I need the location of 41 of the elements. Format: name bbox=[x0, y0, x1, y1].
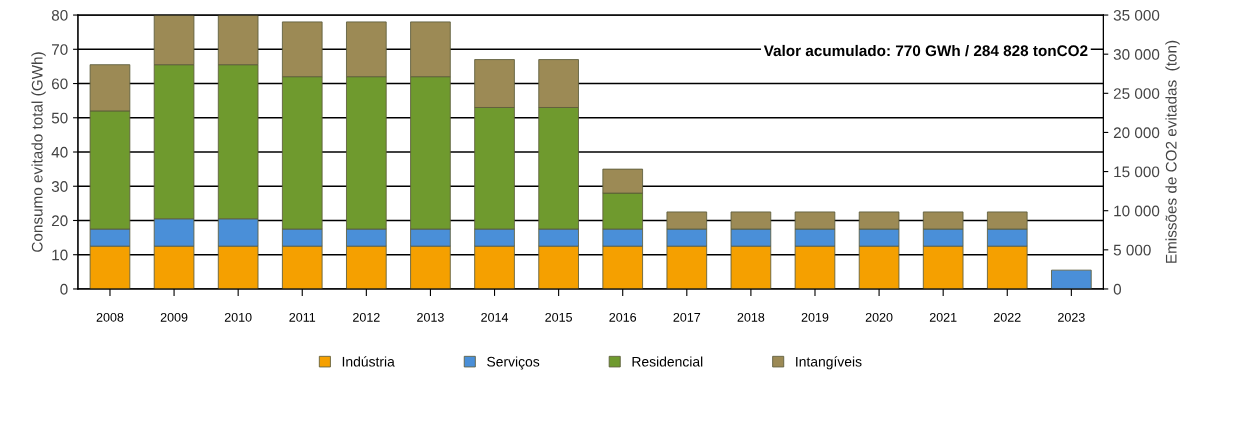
y-tick-label: 30 bbox=[51, 181, 68, 192]
y2-tick-label: 10 000 bbox=[1114, 205, 1160, 217]
x-tick-label: 2023 bbox=[1058, 312, 1085, 322]
x-tick-label: 2018 bbox=[737, 312, 765, 322]
legend-label: Intangíveis bbox=[796, 356, 862, 370]
y-tick-label: 50 bbox=[51, 112, 68, 124]
x-tick-label: 2022 bbox=[993, 312, 1021, 322]
annotation: Valor acumulado: 770 GWh / 284 828 tonCO2 bbox=[763, 44, 1088, 57]
x-tick-label: 2012 bbox=[353, 312, 380, 322]
y2-tick-label: 20 000 bbox=[1113, 127, 1160, 139]
x-tick-label: 2014 bbox=[481, 312, 509, 322]
x-tick-label: 2013 bbox=[417, 312, 444, 322]
y2-tick-label: 30 000 bbox=[1113, 49, 1160, 60]
x-tick-label: 2019 bbox=[801, 312, 829, 322]
bar bbox=[1051, 269, 1092, 289]
y-tick-label: 40 bbox=[51, 146, 68, 158]
legend-label: Serviços bbox=[487, 356, 540, 370]
y-tick-label: 0 bbox=[60, 283, 68, 295]
y-axis-title: Consumo evitado total (GWh) bbox=[31, 52, 46, 252]
y2-tick-label: 5 000 bbox=[1113, 244, 1151, 256]
x-tick-label: 2009 bbox=[160, 312, 188, 322]
legend-label: Indústria bbox=[342, 356, 395, 367]
x-tick-label: 2021 bbox=[929, 312, 957, 322]
y2-tick-label: 0 bbox=[1113, 283, 1122, 295]
x-tick-label: 2020 bbox=[865, 312, 893, 322]
y-tick-label: 80 bbox=[51, 9, 68, 21]
x-tick-label: 2017 bbox=[673, 312, 701, 322]
x-tick-label: 2016 bbox=[609, 312, 637, 322]
x-tick-label: 2015 bbox=[545, 312, 572, 322]
y-tick-label: 70 bbox=[52, 44, 68, 55]
x-tick-label: 2010 bbox=[224, 312, 252, 322]
x-tick-label: 2011 bbox=[289, 312, 316, 322]
y-tick-label: 20 bbox=[51, 215, 68, 227]
y2-tick-label: 25 000 bbox=[1113, 88, 1160, 99]
x-tick-label: 2008 bbox=[96, 312, 124, 322]
y2-tick-label: 15 000 bbox=[1114, 166, 1160, 178]
legend-label: Residencial bbox=[632, 356, 703, 367]
y2-tick-label: 35 000 bbox=[1113, 9, 1160, 21]
y-tick-label: 60 bbox=[51, 78, 68, 90]
y-tick-label: 10 bbox=[52, 249, 68, 261]
y2-axis-title: Emissões de CO2 evitadas (ton) bbox=[1165, 40, 1180, 263]
